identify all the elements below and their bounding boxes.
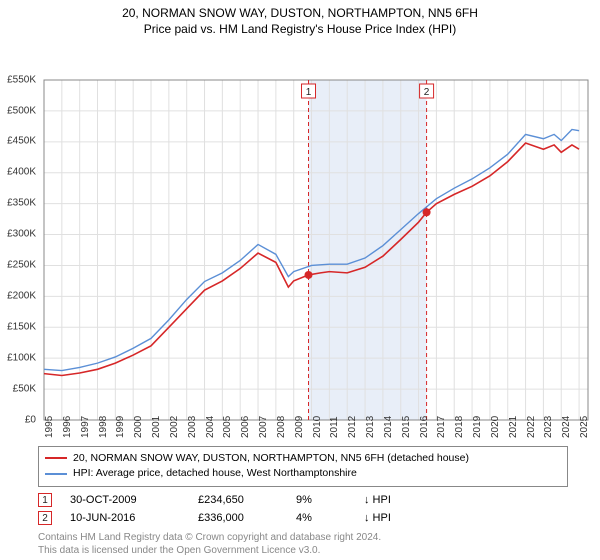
x-tick-label: 2020 <box>490 415 501 437</box>
sale-pct: 4% <box>296 512 346 524</box>
footnote: Contains HM Land Registry data © Crown c… <box>38 531 600 557</box>
svg-text:1: 1 <box>306 87 312 98</box>
y-tick-label: £0 <box>2 414 36 425</box>
sale-row-1: 1 30-OCT-2009 £234,650 9% ↓ HPI <box>38 491 600 509</box>
x-tick-label: 2003 <box>187 415 198 437</box>
x-tick-label: 2012 <box>347 415 358 437</box>
x-tick-label: 2024 <box>561 415 572 437</box>
x-tick-label: 2011 <box>329 416 340 438</box>
x-tick-label: 2017 <box>436 415 447 437</box>
x-tick-label: 2014 <box>383 415 394 437</box>
x-tick-label: 2007 <box>258 415 269 437</box>
legend-label: HPI: Average price, detached house, West… <box>73 466 357 482</box>
x-tick-label: 1999 <box>115 415 126 437</box>
y-tick-label: £300K <box>2 229 36 240</box>
x-tick-label: 1996 <box>62 415 73 437</box>
y-tick-label: £100K <box>2 352 36 363</box>
x-tick-label: 2025 <box>579 415 590 437</box>
x-tick-label: 2021 <box>508 415 519 437</box>
price-chart: 12 £0£50K£100K£150K£200K£250K£300K£350K£… <box>0 40 600 440</box>
x-tick-label: 2008 <box>276 415 287 437</box>
x-tick-label: 2018 <box>454 415 465 437</box>
page-title: 20, NORMAN SNOW WAY, DUSTON, NORTHAMPTON… <box>0 0 600 22</box>
legend-label: 20, NORMAN SNOW WAY, DUSTON, NORTHAMPTON… <box>73 451 469 467</box>
y-tick-label: £500K <box>2 105 36 116</box>
x-tick-label: 2023 <box>543 415 554 437</box>
sale-price: £234,650 <box>198 494 278 506</box>
x-tick-label: 1997 <box>80 415 91 437</box>
sale-price: £336,000 <box>198 512 278 524</box>
footnote-line: This data is licensed under the Open Gov… <box>38 544 600 557</box>
y-tick-label: £550K <box>2 74 36 85</box>
x-tick-label: 2006 <box>240 415 251 437</box>
x-tick-label: 2001 <box>151 415 162 437</box>
x-tick-label: 2004 <box>205 415 216 437</box>
x-tick-label: 2009 <box>294 415 305 437</box>
sale-pct: 9% <box>296 494 346 506</box>
sale-row-2: 2 10-JUN-2016 £336,000 4% ↓ HPI <box>38 509 600 527</box>
x-tick-label: 2005 <box>222 415 233 437</box>
sale-badge: 1 <box>38 493 52 507</box>
y-tick-label: £200K <box>2 290 36 301</box>
svg-text:2: 2 <box>424 87 430 98</box>
sale-date: 30-OCT-2009 <box>70 494 180 506</box>
page-subtitle: Price paid vs. HM Land Registry's House … <box>0 22 600 40</box>
x-tick-label: 1998 <box>98 415 109 437</box>
sale-events: 1 30-OCT-2009 £234,650 9% ↓ HPI 2 10-JUN… <box>38 491 600 527</box>
legend-item-hpi: HPI: Average price, detached house, West… <box>45 466 561 482</box>
sale-badge: 2 <box>38 511 52 525</box>
legend: 20, NORMAN SNOW WAY, DUSTON, NORTHAMPTON… <box>38 446 568 488</box>
x-tick-label: 2015 <box>401 415 412 437</box>
sale-arrow: ↓ HPI <box>364 512 404 524</box>
x-tick-label: 2016 <box>419 415 430 437</box>
legend-swatch <box>45 457 67 459</box>
x-tick-label: 2019 <box>472 415 483 437</box>
x-tick-label: 2022 <box>526 415 537 437</box>
y-tick-label: £450K <box>2 136 36 147</box>
y-tick-label: £50K <box>2 383 36 394</box>
legend-swatch <box>45 473 67 475</box>
x-tick-label: 2010 <box>312 415 323 437</box>
x-tick-label: 2002 <box>169 415 180 437</box>
footnote-line: Contains HM Land Registry data © Crown c… <box>38 531 600 544</box>
y-tick-label: £400K <box>2 167 36 178</box>
y-tick-label: £350K <box>2 198 36 209</box>
sale-date: 10-JUN-2016 <box>70 512 180 524</box>
y-tick-label: £250K <box>2 260 36 271</box>
chart-svg: 12 <box>0 40 600 440</box>
legend-item-property: 20, NORMAN SNOW WAY, DUSTON, NORTHAMPTON… <box>45 451 561 467</box>
x-tick-label: 2013 <box>365 415 376 437</box>
sale-arrow: ↓ HPI <box>364 494 404 506</box>
x-tick-label: 1995 <box>44 415 55 437</box>
y-tick-label: £150K <box>2 321 36 332</box>
x-tick-label: 2000 <box>133 415 144 437</box>
